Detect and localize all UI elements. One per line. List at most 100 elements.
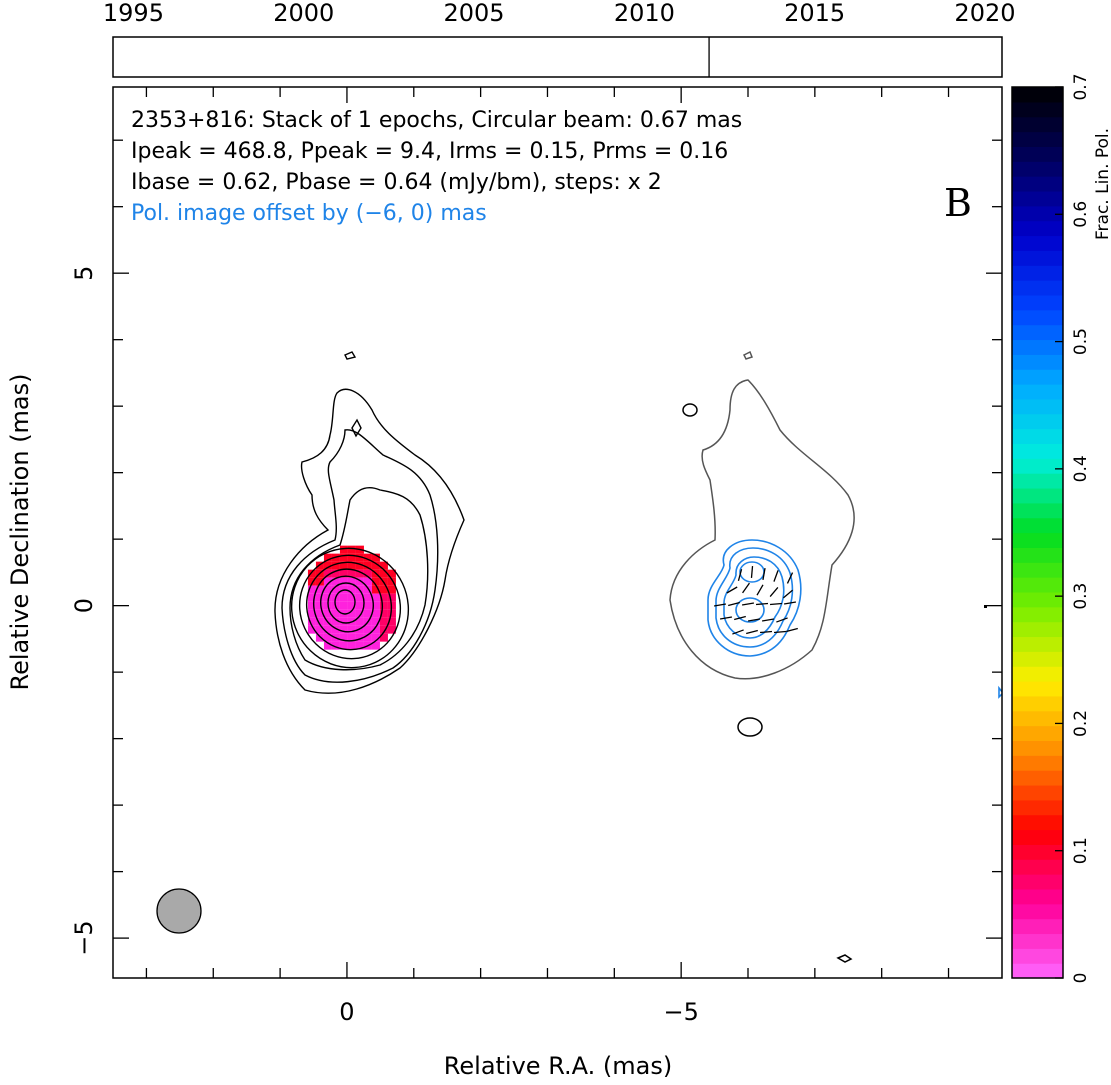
frac-pol-pixel bbox=[347, 633, 356, 642]
frac-pol-pixel bbox=[331, 569, 340, 578]
colorbar-step bbox=[1012, 280, 1063, 296]
colorbar-step bbox=[1012, 205, 1063, 222]
colorbar-tick-label: 0.2 bbox=[1071, 710, 1091, 737]
colorbar-step bbox=[1012, 458, 1063, 474]
colorbar-step bbox=[1012, 651, 1063, 667]
colorbar-step bbox=[1012, 963, 1063, 979]
evpa-vectors bbox=[713, 565, 798, 635]
stokes-i-contour-10 bbox=[334, 589, 356, 615]
frac-pol-pixel bbox=[387, 625, 396, 634]
frac-pol-pixel bbox=[363, 561, 372, 570]
x-tick-label: 0 bbox=[339, 998, 354, 1026]
frac-pol-pixel bbox=[347, 585, 356, 594]
colorbar-step bbox=[1012, 369, 1063, 385]
evpa-stick bbox=[719, 616, 733, 620]
frac-pol-pixel bbox=[323, 553, 332, 562]
offset-stokes-i-contour bbox=[669, 350, 855, 963]
frac-pol-pixel bbox=[323, 625, 332, 634]
pol-offset-note: Pol. image offset by (−6, 0) mas bbox=[131, 201, 487, 226]
colorbar-step bbox=[1012, 428, 1063, 444]
colorbar-step bbox=[1012, 606, 1063, 623]
pol-contour-inner-bottom bbox=[735, 597, 765, 623]
frac-pol-pixel bbox=[371, 641, 380, 650]
frac-pol-pixel bbox=[331, 577, 340, 586]
frac-pol-pixel bbox=[363, 609, 372, 618]
colorbar-step bbox=[1012, 725, 1063, 741]
colorbar-tick-label: 0.3 bbox=[1071, 583, 1091, 610]
frac-pol-pixel bbox=[315, 609, 324, 618]
frac-pol-pixel bbox=[355, 601, 364, 610]
colorbar-step bbox=[1012, 547, 1063, 563]
pol-island-edge bbox=[998, 685, 1002, 699]
right-edge-speck bbox=[984, 605, 987, 608]
colorbar-tick-label: 0.7 bbox=[1071, 73, 1091, 100]
frac-pol-pixel bbox=[371, 625, 380, 634]
y-tick-label: 0 bbox=[70, 598, 98, 613]
frac-pol-pixel bbox=[371, 553, 380, 562]
evpa-stick bbox=[773, 630, 787, 634]
colorbar-step bbox=[1012, 101, 1063, 118]
stokes-i-contour-5 bbox=[298, 554, 402, 660]
frac-pol-pixel bbox=[355, 609, 364, 618]
colorbar-tick-label: 0.4 bbox=[1071, 455, 1091, 482]
header-line-2: Ipeak = 468.8, Ppeak = 9.4, Irms = 0.15,… bbox=[131, 139, 728, 164]
frac-pol-pixel bbox=[355, 577, 364, 586]
frac-pol-pixel bbox=[339, 641, 348, 650]
offset-island-bottom bbox=[836, 954, 853, 963]
colorbar-step bbox=[1012, 562, 1063, 578]
frac-pol-pixel bbox=[371, 585, 380, 594]
evpa-stick bbox=[737, 569, 743, 581]
y-tick-label: 5 bbox=[70, 266, 98, 281]
frac-pol-pixel bbox=[339, 545, 348, 554]
stokes-i-island-knot bbox=[351, 418, 362, 438]
frac-pol-pixel bbox=[355, 553, 364, 562]
evpa-stick bbox=[742, 582, 750, 594]
evpa-stick bbox=[769, 602, 783, 606]
frac-pol-pixel bbox=[371, 601, 380, 610]
frac-pol-pixel bbox=[355, 561, 364, 570]
frac-pol-pixel bbox=[307, 569, 316, 578]
colorbar-step bbox=[1012, 176, 1063, 192]
frac-pol-pixel bbox=[355, 633, 364, 642]
frac-pol-pixel bbox=[379, 569, 388, 578]
evpa-stick bbox=[713, 603, 727, 607]
frac-pol-pixel bbox=[323, 633, 332, 642]
frac-pol-pixel bbox=[315, 561, 324, 570]
frac-pol-pixel bbox=[363, 593, 372, 602]
colorbar: 0 0.1 0.2 0.3 0.4 0.5 0.6 0.7 Frac. Lin. Pol. bbox=[1011, 73, 1111, 983]
colorbar-step bbox=[1012, 844, 1063, 860]
evpa-stick bbox=[750, 565, 754, 579]
frac-pol-pixel bbox=[355, 641, 364, 650]
timeline-year-label: 2000 bbox=[273, 0, 334, 27]
colorbar-step bbox=[1012, 784, 1063, 801]
frac-pol-pixel bbox=[339, 625, 348, 634]
frac-pol-pixel bbox=[355, 593, 364, 602]
frac-pol-pixel bbox=[363, 577, 372, 586]
frac-pol-pixel bbox=[379, 585, 388, 594]
frac-pol-pixel bbox=[379, 561, 388, 570]
colorbar-step bbox=[1012, 621, 1063, 638]
colorbar-step bbox=[1012, 933, 1063, 949]
frac-pol-pixel bbox=[331, 561, 340, 570]
colorbar-step bbox=[1012, 903, 1063, 920]
colorbar-step bbox=[1012, 413, 1063, 430]
colorbar-step bbox=[1012, 384, 1063, 400]
stokes-i-contours bbox=[274, 351, 465, 694]
colorbar-step bbox=[1012, 888, 1063, 905]
offset-island-left bbox=[682, 403, 698, 417]
frac-pol-pixel bbox=[387, 585, 396, 594]
pol-intensity-contours bbox=[707, 539, 1002, 699]
colorbar-step bbox=[1012, 532, 1063, 548]
stokes-i-contour-9 bbox=[327, 582, 365, 624]
frac-pol-pixel bbox=[307, 609, 316, 618]
stokes-i-contour-8 bbox=[320, 575, 374, 633]
pol-contour-3 bbox=[723, 556, 785, 639]
colorbar-step bbox=[1012, 339, 1063, 355]
frac-pol-pixel bbox=[323, 609, 332, 618]
colorbar-step bbox=[1012, 948, 1063, 964]
timeline-frame bbox=[112, 36, 1003, 78]
frac-pol-pixel bbox=[355, 569, 364, 578]
colorbar-step bbox=[1012, 87, 1063, 103]
frac-pol-pixel bbox=[331, 641, 340, 650]
